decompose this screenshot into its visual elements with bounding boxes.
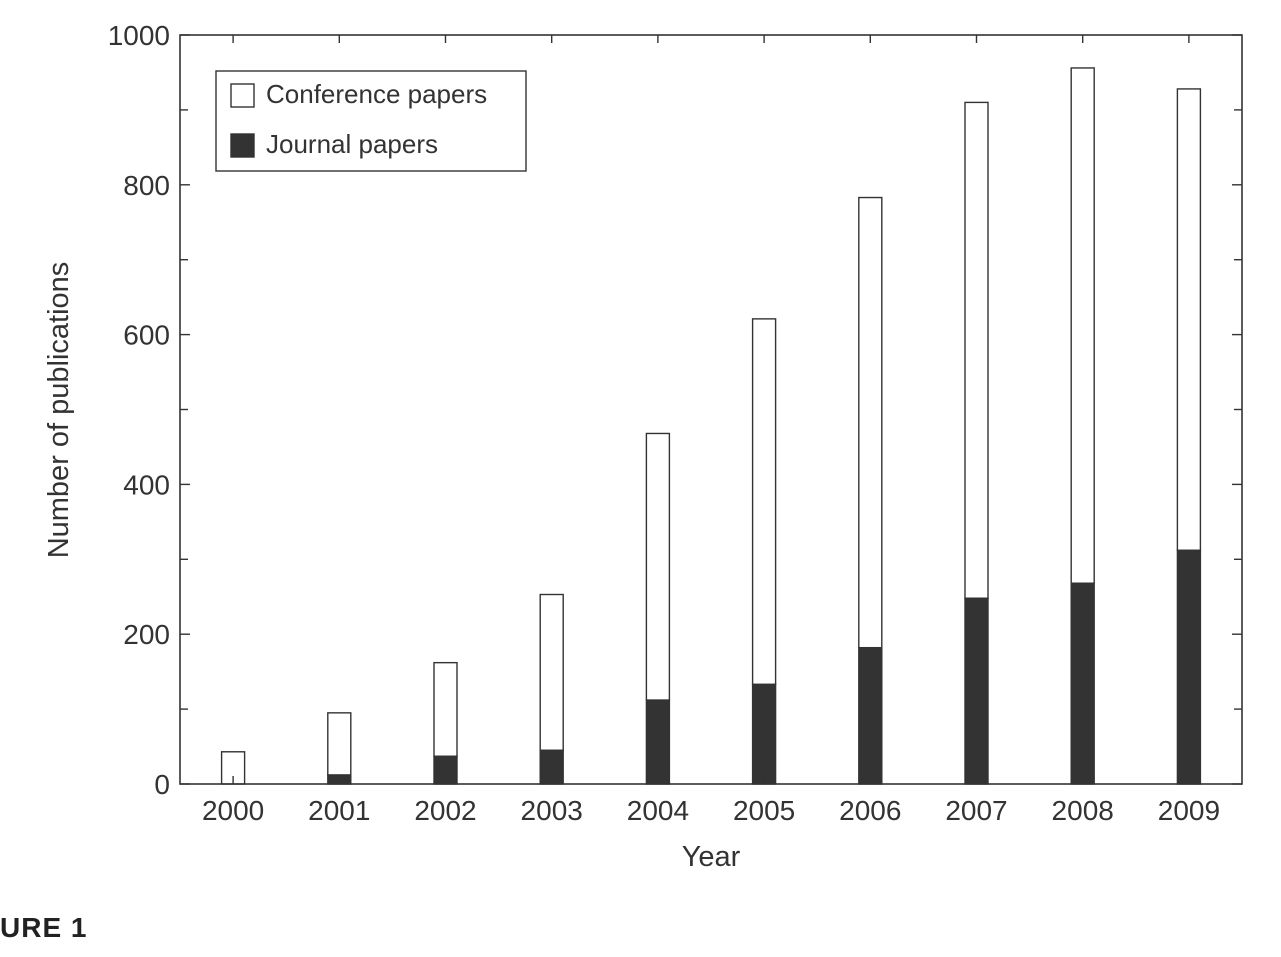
bar-conference-2002 (433, 661, 458, 757)
y-tick-label-800: 800 (123, 170, 170, 201)
legend-swatch-journal (230, 133, 255, 158)
bar-conference-2006 (858, 196, 883, 649)
bar-conference-2005 (751, 318, 777, 686)
legend-box (215, 70, 527, 172)
x-axis-title: Year (682, 841, 741, 873)
x-tick-label-2003: 2003 (521, 795, 583, 826)
bar-conference-2003 (539, 593, 564, 751)
bar-journal-2005 (751, 683, 777, 785)
x-tick-label-2001: 2001 (308, 795, 370, 826)
bar-journal-2004 (645, 699, 671, 785)
figure-caption: URE 1 (0, 912, 88, 943)
legend-label-journal: Journal papers (266, 129, 438, 159)
x-tick-label-2004: 2004 (627, 795, 689, 826)
bar-conference-2007 (964, 101, 989, 599)
x-tick-label-2009: 2009 (1158, 795, 1220, 826)
bar-conference-2009 (1176, 88, 1202, 552)
bar-journal-2008 (1070, 582, 1095, 785)
bar-journal-2009 (1176, 549, 1202, 785)
y-tick-labels: 0 200 400 600 800 1000 (108, 20, 170, 800)
legend-swatch-conference (230, 83, 255, 108)
bar-journal-2007 (964, 597, 989, 785)
y-tick-label-0: 0 (154, 769, 170, 800)
x-tick-label-2002: 2002 (414, 795, 476, 826)
x-tick-label-2000: 2000 (202, 795, 264, 826)
bars-layer (220, 67, 1202, 785)
x-tick-label-2006: 2006 (839, 795, 901, 826)
bar-conference-2001 (327, 712, 352, 776)
x-tick-labels: 2000 2001 2002 2003 2004 2005 2006 2007 2008 2009 (202, 795, 1220, 826)
legend: Conference papers Journal papers (215, 70, 527, 172)
y-tick-label-600: 600 (123, 320, 170, 351)
x-tick-label-2005: 2005 (733, 795, 795, 826)
bar-journal-2006 (858, 646, 883, 785)
bar-conference-2008 (1070, 67, 1095, 584)
y-tick-label-400: 400 (123, 469, 170, 500)
y-tick-label-200: 200 (123, 619, 170, 650)
ticks-layer (180, 34, 1242, 785)
bar-conference-2004 (645, 432, 671, 701)
x-tick-label-2007: 2007 (945, 795, 1007, 826)
y-tick-label-1000: 1000 (108, 20, 170, 51)
x-tick-label-2008: 2008 (1052, 795, 1114, 826)
legend-label-conference: Conference papers (266, 79, 487, 109)
y-axis-title: Number of publications (43, 262, 75, 559)
